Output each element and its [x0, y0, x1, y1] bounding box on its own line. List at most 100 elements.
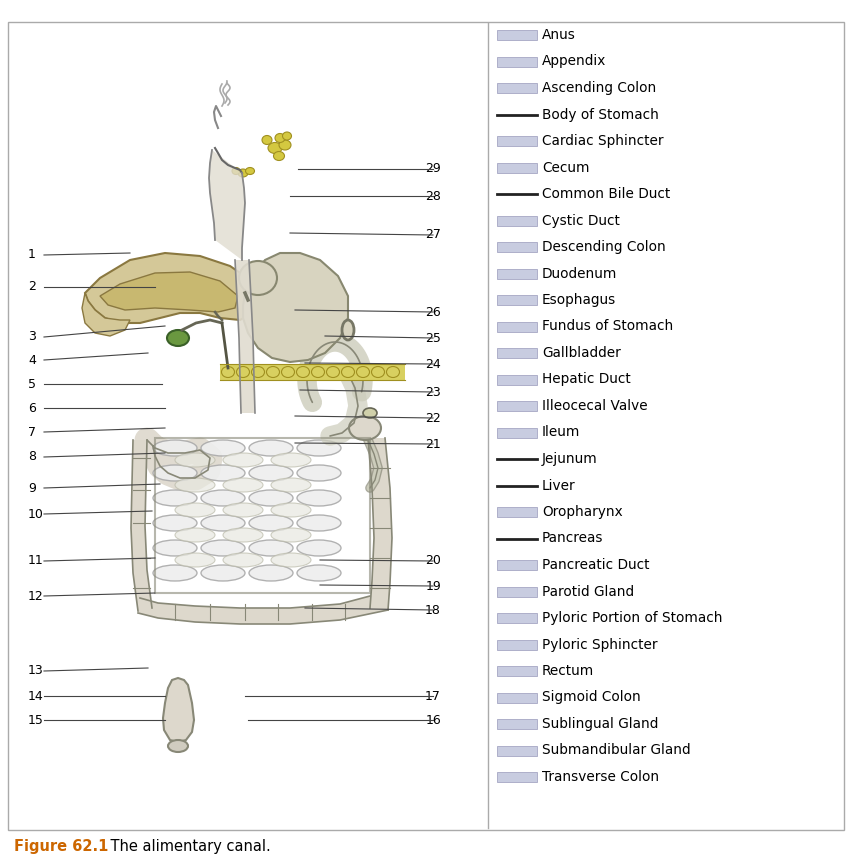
Ellipse shape — [271, 503, 311, 517]
Text: Common Bile Duct: Common Bile Duct — [542, 187, 671, 201]
Ellipse shape — [296, 366, 309, 378]
Text: Submandibular Gland: Submandibular Gland — [542, 744, 691, 758]
Ellipse shape — [175, 553, 215, 567]
Ellipse shape — [175, 453, 215, 467]
Text: Pancreas: Pancreas — [542, 531, 603, 545]
Text: 13: 13 — [28, 665, 43, 678]
Ellipse shape — [251, 366, 264, 378]
Ellipse shape — [249, 540, 293, 556]
Bar — [497, 401, 537, 411]
Ellipse shape — [201, 515, 245, 531]
Text: Jejunum: Jejunum — [542, 452, 598, 466]
Ellipse shape — [297, 465, 341, 481]
Bar — [497, 348, 537, 358]
Bar — [220, 365, 405, 380]
Ellipse shape — [297, 515, 341, 531]
Text: Figure 62.1: Figure 62.1 — [14, 838, 108, 853]
Ellipse shape — [245, 168, 255, 174]
Bar — [497, 83, 537, 93]
Polygon shape — [163, 678, 194, 742]
Ellipse shape — [222, 366, 234, 378]
Ellipse shape — [223, 503, 263, 517]
Ellipse shape — [271, 553, 311, 567]
Text: Cardiac Sphincter: Cardiac Sphincter — [542, 134, 664, 148]
Text: Liver: Liver — [542, 478, 576, 492]
Ellipse shape — [297, 490, 341, 506]
Text: 21: 21 — [425, 437, 441, 450]
Ellipse shape — [153, 540, 197, 556]
Ellipse shape — [153, 565, 197, 581]
Ellipse shape — [249, 440, 293, 456]
Text: Duodenum: Duodenum — [542, 266, 618, 280]
Ellipse shape — [271, 478, 311, 492]
Text: 15: 15 — [28, 713, 43, 727]
Text: Cecum: Cecum — [542, 161, 590, 174]
Ellipse shape — [349, 416, 381, 440]
Text: Sublingual Gland: Sublingual Gland — [542, 717, 659, 731]
Text: 18: 18 — [425, 603, 441, 616]
Ellipse shape — [153, 465, 197, 481]
Ellipse shape — [153, 490, 197, 506]
Ellipse shape — [175, 528, 215, 542]
Text: 24: 24 — [425, 358, 441, 371]
Text: Illeocecal Valve: Illeocecal Valve — [542, 399, 648, 413]
Ellipse shape — [175, 503, 215, 517]
Text: 3: 3 — [28, 331, 36, 344]
Bar — [497, 428, 537, 437]
Polygon shape — [85, 253, 260, 323]
Ellipse shape — [201, 440, 245, 456]
Polygon shape — [243, 253, 348, 362]
Text: Gallbladder: Gallbladder — [542, 346, 621, 360]
Text: Rectum: Rectum — [542, 664, 594, 678]
Bar — [155, 438, 370, 593]
Bar — [497, 242, 537, 252]
Ellipse shape — [342, 320, 354, 340]
Text: The alimentary canal.: The alimentary canal. — [92, 838, 271, 853]
Text: 19: 19 — [425, 580, 441, 593]
Ellipse shape — [267, 366, 279, 378]
Polygon shape — [209, 150, 245, 260]
Ellipse shape — [201, 490, 245, 506]
Bar — [497, 693, 537, 702]
Bar — [497, 136, 537, 146]
Text: 11: 11 — [28, 555, 43, 568]
Text: Descending Colon: Descending Colon — [542, 240, 665, 254]
Text: 10: 10 — [28, 508, 43, 521]
Text: 8: 8 — [28, 450, 36, 464]
Ellipse shape — [153, 515, 197, 531]
Ellipse shape — [262, 135, 272, 144]
Ellipse shape — [249, 490, 293, 506]
Ellipse shape — [297, 565, 341, 581]
Bar — [497, 719, 537, 729]
Ellipse shape — [232, 168, 240, 174]
Ellipse shape — [271, 453, 311, 467]
Bar — [497, 295, 537, 305]
Text: 5: 5 — [28, 378, 36, 391]
Text: 17: 17 — [425, 689, 441, 702]
Ellipse shape — [237, 366, 250, 378]
Text: Pyloric Sphincter: Pyloric Sphincter — [542, 637, 658, 652]
Text: 29: 29 — [425, 162, 441, 175]
Ellipse shape — [387, 366, 400, 378]
Bar — [497, 666, 537, 676]
Text: 9: 9 — [28, 482, 36, 495]
Text: 22: 22 — [425, 411, 441, 424]
Ellipse shape — [223, 453, 263, 467]
Ellipse shape — [201, 540, 245, 556]
Text: 16: 16 — [425, 713, 441, 727]
Bar — [497, 268, 537, 279]
Ellipse shape — [275, 134, 285, 142]
Bar — [497, 321, 537, 332]
Text: Fundus of Stomach: Fundus of Stomach — [542, 319, 673, 333]
Ellipse shape — [201, 565, 245, 581]
Ellipse shape — [371, 366, 384, 378]
Ellipse shape — [281, 366, 295, 378]
Text: 20: 20 — [425, 555, 441, 568]
Ellipse shape — [249, 465, 293, 481]
Ellipse shape — [342, 366, 354, 378]
Ellipse shape — [279, 140, 291, 150]
Text: 14: 14 — [28, 689, 43, 702]
Text: 1: 1 — [28, 248, 36, 261]
Bar — [497, 374, 537, 385]
Ellipse shape — [312, 366, 325, 378]
